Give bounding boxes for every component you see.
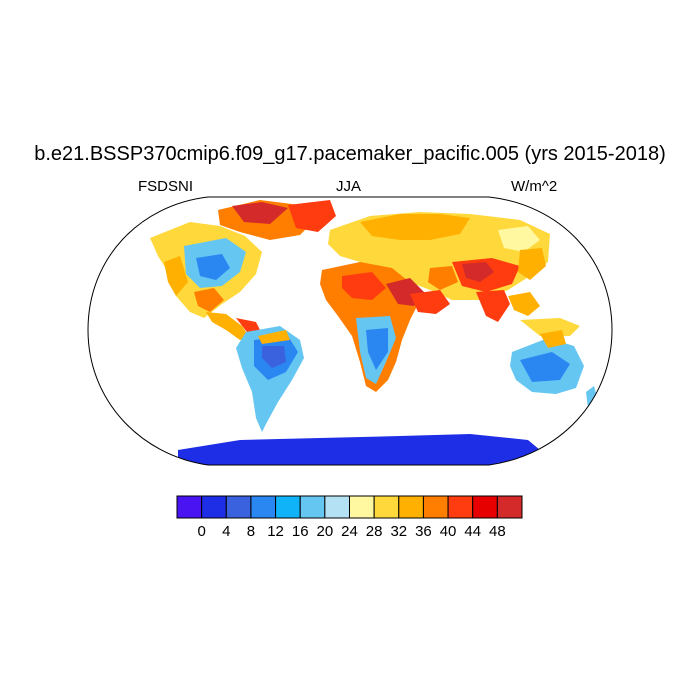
colorbar-tick-label: 24 [341, 523, 358, 540]
colorbar-swatch [202, 496, 227, 518]
colorbar-swatch [399, 496, 424, 518]
colorbar-tick-label: 20 [317, 523, 334, 540]
colorbar-tick-label: 16 [292, 523, 309, 540]
colorbar-swatch [300, 496, 325, 518]
colorbar-swatch [423, 496, 448, 518]
colorbar-swatch [497, 496, 522, 518]
map-land-fill [150, 200, 598, 465]
colorbar-swatch [374, 496, 399, 518]
colorbar-tick-label: 4 [222, 523, 230, 540]
colorbar-swatch [325, 496, 350, 518]
colorbar [177, 496, 522, 518]
colorbar-swatch [350, 496, 375, 518]
colorbar-tick-label: 0 [197, 523, 205, 540]
colorbar-tick-label: 8 [247, 523, 255, 540]
colorbar-tick-label: 44 [464, 523, 481, 540]
colorbar-tick-label: 28 [366, 523, 383, 540]
colorbar-swatch [177, 496, 202, 518]
colorbar-labels: 0 4 8 12 16 20 24 28 32 36 40 44 48 [0, 523, 700, 543]
colorbar-tick-label: 36 [415, 523, 432, 540]
colorbar-swatch [251, 496, 276, 518]
colorbar-swatch [473, 496, 498, 518]
colorbar-tick-label: 48 [489, 523, 506, 540]
colorbar-tick-label: 40 [440, 523, 457, 540]
colorbar-swatch [226, 496, 251, 518]
colorbar-tick-label: 32 [390, 523, 407, 540]
colorbar-swatch [448, 496, 473, 518]
colorbar-tick-label: 12 [267, 523, 284, 540]
colorbar-swatch [276, 496, 301, 518]
